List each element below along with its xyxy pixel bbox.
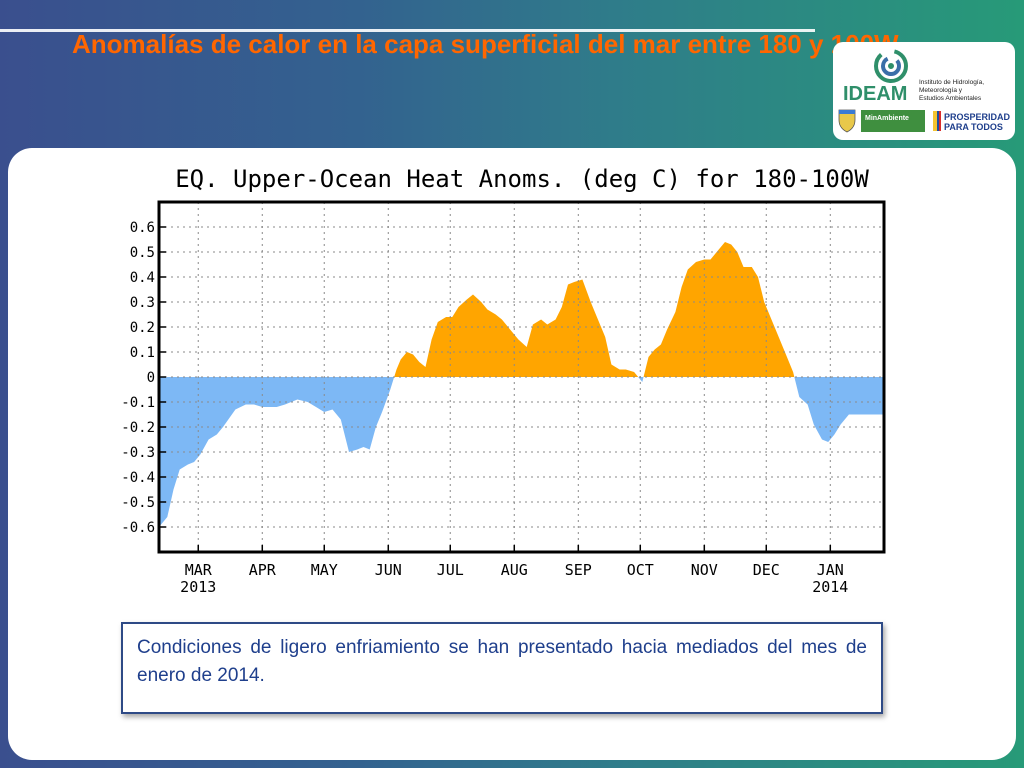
y-tick-label: -0.1: [121, 395, 155, 411]
ideam-emblem-icon: [874, 49, 908, 83]
y-tick-label: -0.6: [121, 520, 155, 536]
x-tick-label: JUN: [375, 561, 402, 579]
y-tick-label: 0.1: [130, 345, 155, 361]
x-tick-label: APR: [249, 561, 277, 579]
x-tick-label: MAY: [311, 561, 338, 579]
prosperidad-line-1: PROSPERIDAD: [944, 112, 1011, 122]
note-text: Condiciones de ligero enfriamiento se ha…: [137, 637, 867, 686]
y-tick-label: 0.2: [130, 320, 155, 336]
x-tick-label: AUG: [501, 561, 528, 579]
y-tick-label: 0.6: [130, 220, 155, 236]
institute-line-2: Meteorología y: [919, 87, 963, 94]
title-rule: [0, 29, 815, 32]
x-tick-label: JUL: [437, 561, 464, 579]
y-tick-label: 0.4: [130, 270, 155, 286]
x-tick-label: OCT: [627, 561, 654, 579]
x-tick-label: DEC: [753, 561, 780, 579]
x-tick-label: JAN: [817, 561, 844, 579]
institute-line-3: Estudios Ambientales: [919, 95, 982, 102]
minambiente-badge: [861, 110, 925, 132]
prosperidad-flag-icon: [933, 111, 941, 131]
y-tick-label: 0: [147, 370, 155, 386]
y-tick-label: -0.4: [121, 470, 155, 486]
x-tick-label: SEP: [565, 561, 592, 579]
ideam-logo: IDEAM Instituto de Hidrología, Meteorolo…: [833, 42, 1015, 140]
x-tick-label: NOV: [691, 561, 718, 579]
y-tick-label: -0.5: [121, 495, 155, 511]
chart-title: EQ. Upper-Ocean Heat Anoms. (deg C) for …: [175, 165, 869, 193]
plot-area: 0.6 0.5 0.4 0.3 0.2 0.1 0 -0.1 -0.2 -0.3 -0.4 -0.5 -…: [121, 200, 886, 596]
institute-line-1: Instituto de Hidrología,: [919, 79, 984, 86]
x-year-label: 2014: [812, 578, 848, 596]
y-tick-label: -0.2: [121, 420, 155, 436]
x-tick-label: MAR: [185, 561, 213, 579]
ideam-brand-text: IDEAM: [843, 83, 907, 105]
ideam-logo-graphic: IDEAM Instituto de Hidrología, Meteorolo…: [838, 49, 1011, 133]
colombia-shield-icon: [838, 109, 856, 133]
note-box: Condiciones de ligero enfriamiento se ha…: [121, 622, 883, 714]
prosperidad-line-2: PARA TODOS: [944, 122, 1003, 132]
slide-title: Anomalías de calor en la capa superficia…: [72, 29, 899, 59]
minambiente-text: MinAmbiente: [865, 115, 909, 122]
y-tick-label: 0.3: [130, 295, 155, 311]
negative-anomaly-area: [159, 377, 884, 527]
x-year-label: 2013: [180, 578, 216, 596]
y-tick-label: -0.3: [121, 445, 155, 461]
positive-anomaly-area: [159, 242, 884, 377]
y-tick-label: 0.5: [130, 245, 155, 261]
